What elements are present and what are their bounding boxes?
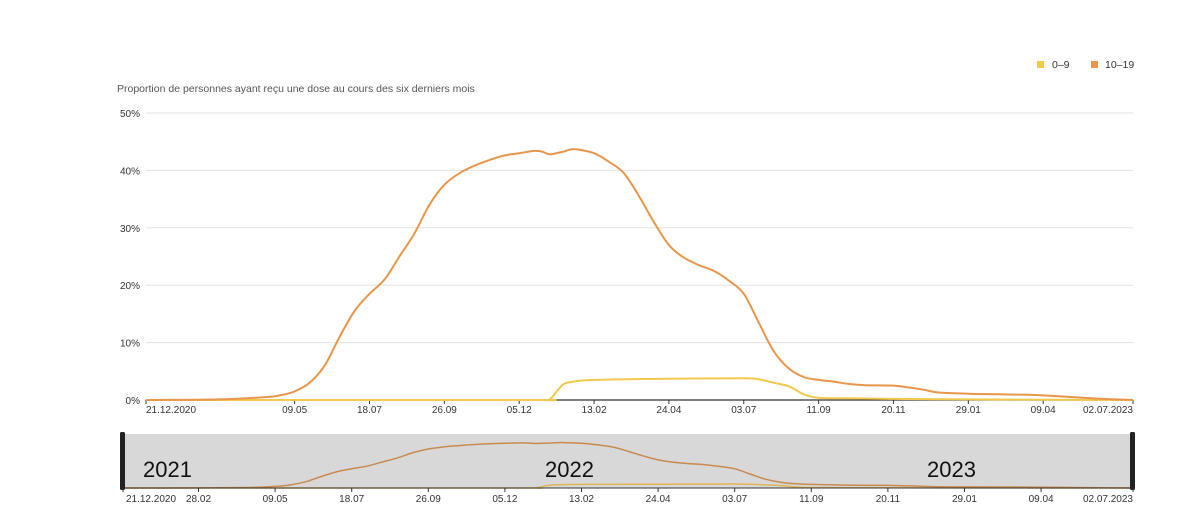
navigator-x-tick-label: 24.04 — [646, 494, 671, 505]
navigator-x-tick-label: 20.11 — [876, 494, 901, 505]
navigator-selected-range[interactable] — [123, 434, 1133, 488]
legend-label-0-9[interactable]: 0–9 — [1052, 59, 1070, 71]
legend-swatch-10-19 — [1091, 61, 1098, 68]
y-tick-label: 30% — [120, 224, 140, 235]
y-axis-labels: 0% 10% 20% 30% 40% 50% — [120, 109, 140, 407]
legend-swatch-0-9 — [1037, 61, 1044, 68]
navigator-year-2022: 2022 — [545, 457, 594, 482]
x-tick-label: 26.09 — [432, 405, 457, 416]
series-line-10-19 — [145, 148, 1134, 401]
navigator-x-tick-label: 28.02 — [186, 494, 211, 505]
legend[interactable]: 0–9 10–19 — [1037, 59, 1134, 71]
x-tick-label: 18.07 — [357, 405, 382, 416]
navigator-x-tick-label: 05.12 — [492, 494, 517, 505]
navigator-x-tick-label: 09.04 — [1029, 494, 1054, 505]
navigator-handle-left[interactable] — [120, 432, 125, 490]
y-tick-label: 40% — [120, 166, 140, 177]
navigator-x-tick-label: 09.05 — [263, 494, 288, 505]
navigator-x-tick-label: 02.07.2023 — [1083, 494, 1133, 505]
y-tick-label: 0% — [126, 396, 141, 407]
x-tick-label: 09.05 — [282, 405, 307, 416]
navigator-year-2021: 2021 — [143, 457, 192, 482]
series-lines — [145, 148, 1134, 402]
y-tick-label: 20% — [120, 281, 140, 292]
x-tick-label: 13.02 — [582, 405, 607, 416]
navigator-x-tick-label: 29.01 — [952, 494, 977, 505]
navigator-x-tick-label: 03.07 — [722, 494, 747, 505]
x-tick-label: 05.12 — [507, 405, 532, 416]
navigator-year-2023: 2023 — [927, 457, 976, 482]
y-tick-label: 10% — [120, 339, 140, 350]
series-line-0-9 — [146, 377, 1134, 402]
x-tick-label: 02.07.2023 — [1083, 405, 1133, 416]
navigator-x-tick-label: 21.12.2020 — [126, 494, 176, 505]
range-navigator[interactable]: 2021 2022 2023 21.12.2020 28.02 09.05 18.07… — [120, 432, 1135, 505]
x-axis: 21.12.2020 09.05 18.07 26.09 05.12 13.02 24.04… — [145, 399, 1134, 416]
navigator-handle-right[interactable] — [1130, 432, 1135, 490]
grid-lines — [146, 112, 1133, 344]
x-tick-label: 24.04 — [656, 405, 681, 416]
navigator-line-10-19 — [122, 441, 1134, 489]
navigator-x-tick-label: 26.09 — [416, 494, 441, 505]
navigator-x-tick-label: 13.02 — [569, 494, 594, 505]
navigator-x-axis: 21.12.2020 28.02 09.05 18.07 26.09 05.12 13.02… — [122, 488, 1134, 505]
x-tick-label: 11.09 — [806, 405, 831, 416]
chart-title: Proportion de personnes ayant reçu une d… — [117, 83, 475, 95]
x-tick-label: 20.11 — [881, 405, 906, 416]
x-tick-label: 03.07 — [731, 405, 756, 416]
y-tick-label: 50% — [120, 109, 140, 120]
navigator-x-tick-label: 18.07 — [339, 494, 364, 505]
x-tick-label: 29.01 — [956, 405, 981, 416]
navigator-x-tick-label: 11.09 — [799, 494, 824, 505]
navigator-year-labels: 2021 2022 2023 — [143, 457, 976, 482]
x-tick-label: 21.12.2020 — [146, 405, 196, 416]
x-tick-label: 09.04 — [1031, 405, 1056, 416]
legend-label-10-19[interactable]: 10–19 — [1105, 59, 1134, 71]
